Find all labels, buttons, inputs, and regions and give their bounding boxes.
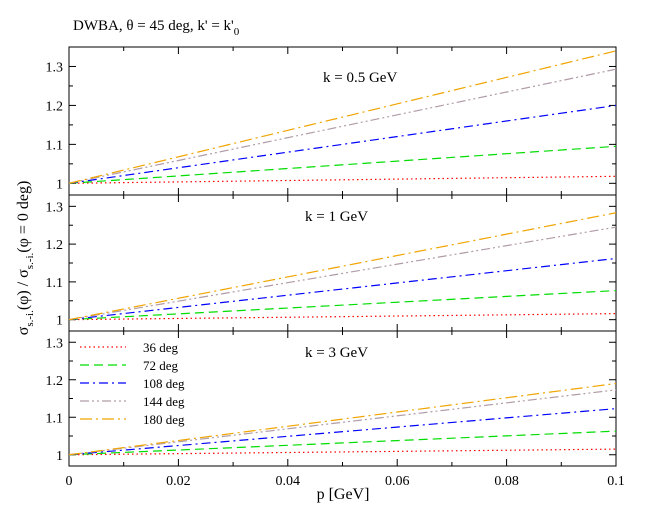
series-line-36-deg xyxy=(68,448,617,456)
ylabel-sub-2: s.-i. xyxy=(24,252,36,269)
series-line-144-deg xyxy=(68,389,617,456)
y-tick-label: 1.2 xyxy=(46,238,64,253)
panel-3: 0 0.02 0.04 0.06 0.08 0.1 1 1.1 1.2 1.3 k = 3 GeV 3… xyxy=(46,330,625,489)
panel-1: 1 1.1 1.2 1.3 k = 0.5 GeV xyxy=(46,46,617,196)
x-tick-label: 0 xyxy=(66,474,73,489)
x-tick-label: 0.04 xyxy=(276,474,301,489)
y-tick-label: 1.3 xyxy=(46,336,64,351)
y-tick-label: 1.3 xyxy=(46,200,64,215)
series-line-180-deg xyxy=(68,212,617,321)
series-line-108-deg xyxy=(68,408,617,456)
title-text-1: DWBA, xyxy=(73,18,126,34)
x-tick-label: 0.1 xyxy=(607,474,625,489)
series-line-72-deg xyxy=(68,289,617,321)
title-text-2: = 45 deg, k' = k' xyxy=(134,18,235,34)
series-line-36-deg xyxy=(68,313,617,321)
legend-label: 144 deg xyxy=(143,394,185,409)
series-line-180-deg xyxy=(68,382,617,456)
ylabel-end: (φ = 0 deg) xyxy=(15,181,32,253)
ylabel-mid: (φ) / σ xyxy=(15,269,32,310)
series-line-144-deg xyxy=(68,226,617,321)
x-tick-label: 0.08 xyxy=(494,474,519,489)
ylabel-sigma-1: σ xyxy=(15,326,32,335)
figure-title: DWBA, θ = 45 deg, k' = k'0 xyxy=(73,18,240,38)
x-tick-label: 0.06 xyxy=(385,474,410,489)
series-line-108-deg xyxy=(68,257,617,321)
y-tick-label: 1.1 xyxy=(46,138,64,153)
ylabel-sub-1: s.-i. xyxy=(24,310,36,327)
series-line-180-deg xyxy=(68,50,617,184)
legend-label: 180 deg xyxy=(143,412,185,427)
series-line-108-deg xyxy=(68,104,617,184)
title-theta: θ xyxy=(126,18,133,34)
series-line-36-deg xyxy=(68,175,617,184)
y-tick-label: 1 xyxy=(56,177,63,192)
y-tick-label: 1.1 xyxy=(46,411,64,426)
legend-label: 36 deg xyxy=(143,340,179,355)
series-line-144-deg xyxy=(68,68,617,184)
y-tick-label: 1 xyxy=(56,314,63,329)
y-tick-label: 1.2 xyxy=(46,99,64,114)
legend-label: 108 deg xyxy=(143,376,185,391)
x-axis-label: p [GeV] xyxy=(317,486,370,503)
series-line-72-deg xyxy=(68,145,617,184)
y-tick-label: 1 xyxy=(56,449,63,464)
panel-annotation: k = 3 GeV xyxy=(305,345,368,361)
panels: 1 1.1 1.2 1.3 k = 0.5 GeV 1 1.1 1.2 1.3 k = 1 GeV… xyxy=(46,46,625,489)
y-tick-label: 1.1 xyxy=(46,276,64,291)
panel-annotation: k = 1 GeV xyxy=(305,209,368,225)
y-tick-label: 1.2 xyxy=(46,374,64,389)
y-tick-label: 1.3 xyxy=(46,60,64,75)
panel-annotation: k = 0.5 GeV xyxy=(323,70,397,86)
title-subscript: 0 xyxy=(234,26,240,38)
series-line-72-deg xyxy=(68,430,617,456)
legend-label: 72 deg xyxy=(143,358,179,373)
y-axis-label: σs.-i.(φ) / σs.-i.(φ = 0 deg) xyxy=(15,181,36,336)
panel-2: 1 1.1 1.2 1.3 k = 1 GeV xyxy=(46,194,617,332)
x-tick-label: 0.02 xyxy=(166,474,191,489)
